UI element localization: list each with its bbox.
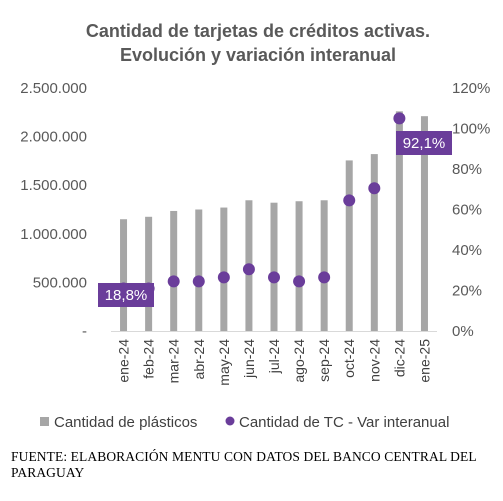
data-point bbox=[167, 275, 180, 288]
x-tick-label: feb-24 bbox=[141, 339, 157, 379]
callout-box bbox=[98, 283, 154, 307]
bar bbox=[395, 111, 403, 331]
bar bbox=[145, 216, 153, 331]
x-tick-label: jun-24 bbox=[241, 339, 257, 379]
bar bbox=[345, 160, 353, 331]
callout-label: 92,1% bbox=[403, 135, 446, 152]
data-point bbox=[242, 263, 255, 276]
callout-label: 18,8% bbox=[105, 287, 148, 304]
bar bbox=[220, 207, 228, 331]
y-right-tick-label: 20% bbox=[452, 283, 482, 300]
chart-title-line-2: Evolución y variación interanual bbox=[120, 45, 396, 65]
y-left-tick-label: 1.000.000 bbox=[20, 226, 87, 243]
data-point bbox=[368, 182, 381, 195]
x-tick-label: jul-24 bbox=[266, 339, 282, 374]
bar bbox=[170, 210, 178, 331]
y-right-tick-label: 60% bbox=[452, 202, 482, 219]
y-left-tick-label: - bbox=[82, 323, 87, 340]
y-left-tick-label: 1.500.000 bbox=[20, 177, 87, 194]
chart-title-line-1: Cantidad de tarjetas de créditos activas… bbox=[86, 21, 430, 41]
x-tick-label: sep-24 bbox=[316, 339, 332, 382]
bar bbox=[420, 116, 428, 331]
x-tick-label: mar-24 bbox=[166, 339, 182, 384]
x-tick-label: ene-24 bbox=[116, 339, 132, 383]
data-point bbox=[393, 112, 406, 125]
x-tick-label: abr-24 bbox=[191, 339, 207, 380]
y-right-tick-label: 0% bbox=[452, 323, 474, 340]
bar bbox=[320, 200, 328, 331]
plot-area: - 500.000 1.000.000 1.500.000 2.000.000 2.500… bbox=[20, 80, 490, 386]
x-tick-label: oct-24 bbox=[341, 339, 357, 378]
bar bbox=[195, 209, 203, 331]
y-right-tick-label: 120% bbox=[452, 80, 490, 97]
legend: Cantidad de plásticos Cantidad de TC - V… bbox=[40, 414, 449, 431]
source-note: FUENTE: ELABORACIÓN MENTU CON DATOS DEL … bbox=[11, 449, 477, 480]
data-point bbox=[318, 271, 331, 284]
y-right-tick-label: 100% bbox=[452, 121, 490, 138]
callout-box bbox=[396, 131, 452, 155]
legend-label-dots: Cantidad de TC - Var interanual bbox=[239, 414, 449, 431]
data-point bbox=[217, 271, 230, 284]
data-point bbox=[192, 275, 205, 288]
y-left-tick-label: 2.500.000 bbox=[20, 80, 87, 97]
y-left-tick-label: 500.000 bbox=[33, 274, 87, 291]
data-point bbox=[343, 194, 356, 207]
x-tick-label: may-24 bbox=[216, 339, 232, 386]
x-tick-label: ago-24 bbox=[291, 339, 307, 383]
legend-swatch-dots bbox=[225, 416, 235, 426]
x-tick-label: nov-24 bbox=[366, 339, 382, 382]
bar bbox=[120, 219, 128, 331]
chart: Cantidad de tarjetas de créditos activas… bbox=[20, 21, 490, 431]
y-left-tick-label: 2.000.000 bbox=[20, 129, 87, 146]
legend-label-bars: Cantidad de plásticos bbox=[54, 414, 197, 431]
legend-swatch-bars bbox=[40, 417, 49, 426]
y-right-tick-label: 80% bbox=[452, 161, 482, 178]
bar bbox=[295, 201, 303, 331]
x-tick-label: dic-24 bbox=[391, 339, 407, 377]
x-tick-label: ene-25 bbox=[416, 339, 432, 383]
data-point bbox=[293, 275, 306, 288]
y-right-tick-label: 40% bbox=[452, 242, 482, 259]
bar bbox=[270, 202, 278, 331]
data-point bbox=[268, 271, 280, 284]
bar bbox=[370, 154, 378, 331]
